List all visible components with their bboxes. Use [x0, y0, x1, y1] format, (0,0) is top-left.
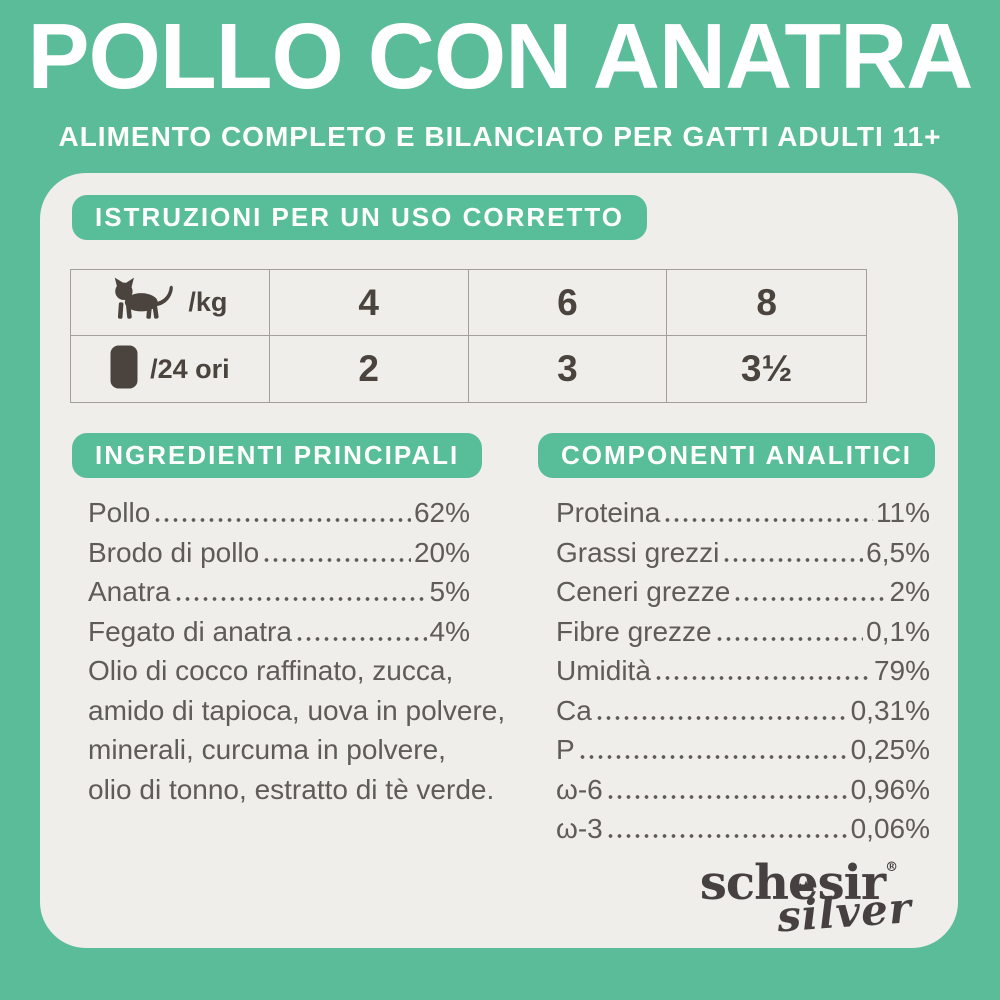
ingredient-value: 5% — [429, 576, 470, 607]
feeding-value: 4 — [269, 270, 469, 336]
analytic-label: ω-3 — [556, 813, 603, 844]
dot-leader — [714, 635, 864, 641]
feeding-row-label: /kg — [188, 287, 228, 317]
info-panel: ISTRUZIONI PER UN USO CORRETTO — [40, 173, 958, 948]
dot-leader — [262, 556, 411, 562]
section-heading-analytics: COMPONENTI ANALITICI — [538, 433, 936, 478]
dot-leader — [733, 596, 887, 601]
analytic-row: Umidità 79% — [556, 651, 930, 691]
ingredient-text-line: olio di tonno, estratto di tè verde. — [88, 773, 495, 805]
ingredient-label: Anatra — [88, 576, 171, 607]
analytic-value: 79% — [873, 655, 930, 686]
feeding-table: /kg 4 6 8 /24 ori 2 3 3½ — [70, 269, 867, 403]
feeding-value: 3 — [469, 336, 668, 402]
feeding-value: 3½ — [740, 348, 793, 389]
dot-leader — [577, 754, 848, 759]
analytic-value: 2% — [889, 576, 930, 607]
analytic-row: ω-6 0,96% — [556, 770, 930, 810]
analytic-value: 11% — [876, 497, 930, 528]
analytic-row: Ceneri grezze 2% — [556, 572, 930, 612]
ingredient-row: Pollo 62% — [88, 493, 470, 533]
analytic-label: Umidità — [556, 655, 651, 686]
analytic-label: ω-6 — [556, 773, 603, 805]
feeding-value: 6 — [468, 270, 668, 336]
brand-logo: schesir® silver — [681, 859, 916, 941]
dot-leader — [605, 793, 848, 799]
analytic-label: Ca — [556, 694, 592, 726]
ingredient-row: Fegato di anatra 4% — [88, 612, 470, 652]
analytic-row: Grassi grezzi 6,5% — [556, 533, 930, 573]
analytic-label: Fibre grezze — [556, 615, 712, 647]
analytic-label: Proteina — [556, 497, 661, 528]
feeding-row-label: /24 ori — [150, 353, 230, 384]
ingredient-text-line: minerali, curcuma in polvere, — [88, 734, 446, 765]
ingredient-text-line: Olio di cocco raffinato, zucca, — [88, 655, 454, 686]
section-heading-instructions: ISTRUZIONI PER UN USO CORRETTO — [72, 195, 647, 240]
dot-leader — [594, 714, 848, 720]
ingredient-value: 62% — [413, 497, 470, 528]
ingredient-value: 4% — [429, 615, 470, 647]
analytic-row: Ca 0,31% — [556, 691, 930, 731]
analytic-row: Proteina 11% — [556, 493, 930, 533]
analytic-value: 0,06% — [850, 813, 930, 844]
dot-leader — [605, 833, 848, 838]
feeding-table-header-cell: /24 ori — [71, 336, 270, 402]
analytic-value: 0,96% — [850, 773, 930, 805]
dot-leader — [153, 517, 411, 522]
brand-name-text: schesir — [699, 855, 886, 911]
dot-leader — [294, 635, 427, 641]
feeding-value: 2 — [270, 336, 469, 402]
analytic-row: Fibre grezze 0,1% — [556, 612, 930, 652]
analytic-value: 0,25% — [850, 734, 930, 765]
ingredient-label: Brodo di pollo — [88, 536, 260, 568]
product-title: POLLO CON ANATRA — [27, 4, 974, 108]
crown-icon — [797, 851, 815, 899]
ingredients-list: Pollo 62% Brodo di pollo 20% Anatra 5% F… — [88, 493, 506, 809]
feeding-table-header-cell: /kg — [71, 270, 270, 336]
cat-icon — [112, 274, 176, 331]
product-subtitle: ALIMENTO COMPLETO E BILANCIATO PER GATTI… — [58, 121, 942, 152]
analytic-value: 6,5% — [866, 536, 930, 568]
dot-leader — [173, 596, 427, 601]
ingredient-text-line: amido di tapioca, uova in polvere, — [88, 694, 506, 726]
ingredient-label: Pollo — [88, 497, 151, 528]
analytic-label: P — [556, 734, 575, 765]
analytic-row: ω-3 0,06% — [556, 809, 930, 849]
ingredient-row: Brodo di pollo 20% — [88, 533, 470, 573]
dot-leader — [722, 556, 864, 562]
brand-name: schesir® — [700, 859, 898, 907]
analytic-row: P 0,25% — [556, 730, 930, 770]
feeding-value: 8 — [667, 270, 866, 336]
registered-mark: ® — [885, 860, 898, 875]
analytic-label: Ceneri grezze — [556, 576, 731, 607]
ingredient-row: Anatra 5% — [88, 572, 470, 612]
analytic-label: Grassi grezzi — [556, 536, 720, 568]
analytic-value: 0,1% — [866, 615, 930, 647]
analytic-value: 0,31% — [850, 694, 930, 726]
ingredient-value: 20% — [413, 536, 470, 568]
pouch-icon — [110, 345, 138, 394]
ingredient-label: Fegato di anatra — [88, 615, 292, 647]
dot-leader — [663, 517, 874, 522]
analytics-list: Proteina 11% Grassi grezzi 6,5% Ceneri g… — [556, 493, 930, 849]
section-heading-ingredients: INGREDIENTI PRINCIPALI — [72, 433, 483, 478]
dot-leader — [653, 675, 871, 680]
